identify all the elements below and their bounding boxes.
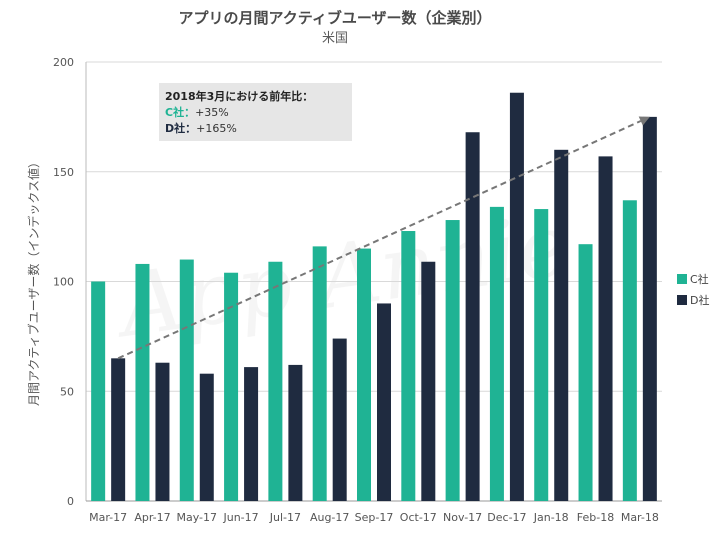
annotation-title: 2018年3月における前年比： [165,89,313,103]
bar-d-jul-17 [288,364,303,501]
bar-d-apr-17 [155,362,170,501]
y-tick-label: 200 [53,56,74,69]
bar-d-jan-18 [554,149,569,502]
legend-label-c: C社 [690,272,709,286]
bar-c-jul-17 [268,261,283,501]
bar-c-oct-17 [401,231,416,501]
bar-d-mar-17 [111,358,126,501]
x-tick-label: Sep-17 [355,511,394,524]
bar-d-may-17 [199,373,214,501]
x-tick-label: May-17 [177,511,218,524]
annotation-value-d: +165% [196,122,237,135]
watermark-text: App Annie [107,195,574,358]
y-tick-label: 50 [60,385,74,398]
bar-d-aug-17 [332,338,347,501]
legend-label-d: D社 [690,293,709,307]
x-tick-label: Oct-17 [400,511,437,524]
x-tick-label: Jan-18 [533,511,569,524]
annotation-line-d: D社：+165% [165,121,237,135]
chart-title: アプリの月間アクティブユーザー数（企業別） [178,9,491,27]
bar-d-nov-17 [465,132,480,502]
bar-d-sep-17 [377,303,391,501]
bar-d-feb-18 [598,156,613,501]
legend: C社 D社 [677,272,709,307]
y-axis-label: 月間アクティブユーザー数（インデックス値） [26,156,41,406]
annotation-background [159,83,352,141]
bar-c-apr-17 [135,263,150,501]
bar-c-sep-17 [357,248,371,501]
bar-d-oct-17 [421,261,436,501]
bar-c-jan-18 [534,209,549,501]
x-tick-label: Dec-17 [487,511,526,524]
bar-c-feb-18 [578,244,593,501]
y-tick-label: 150 [53,166,74,179]
annotation-box: 2018年3月における前年比： C社：+35% D社：+165% [159,83,352,141]
bar-c-jun-17 [224,272,239,501]
bars [91,92,657,502]
y-tick-label: 100 [53,276,74,289]
bar-d-jun-17 [244,367,259,501]
bar-c-dec-17 [489,206,504,501]
bar-c-mar-18 [622,200,637,501]
x-tick-label: Mar-18 [621,511,659,524]
x-tick-label: Feb-18 [577,511,614,524]
bar-c-nov-17 [445,220,460,502]
x-tick-label: Jun-17 [222,511,258,524]
y-tick-labels: 0 50 100 150 200 [53,56,74,508]
x-tick-label: Aug-17 [310,511,349,524]
x-tick-label: Mar-17 [89,511,127,524]
legend-swatch-c [677,274,687,284]
y-tick-label: 0 [67,495,74,508]
bar-d-mar-18 [642,116,657,501]
trend-line [117,120,642,360]
annotation-label-c: C社： [165,105,195,119]
x-tick-labels: Mar-17 Apr-17 May-17 Jun-17 Jul-17 Aug-17 Sep-… [89,511,659,524]
legend-swatch-d [677,295,687,305]
bar-d-dec-17 [509,92,524,501]
annotation-label-d: D社： [165,121,196,135]
bar-c-mar-17 [91,281,106,501]
x-tick-label: Apr-17 [134,511,170,524]
bar-c-aug-17 [312,246,327,501]
x-tick-label: Jul-17 [269,511,301,524]
chart-subtitle: 米国 [322,31,348,46]
trend-arrowhead [638,116,650,126]
bar-c-may-17 [179,259,194,501]
annotation-line-c: C社：+35% [165,105,229,119]
x-tick-label: Nov-17 [443,511,482,524]
annotation-value-c: +35% [195,106,229,119]
